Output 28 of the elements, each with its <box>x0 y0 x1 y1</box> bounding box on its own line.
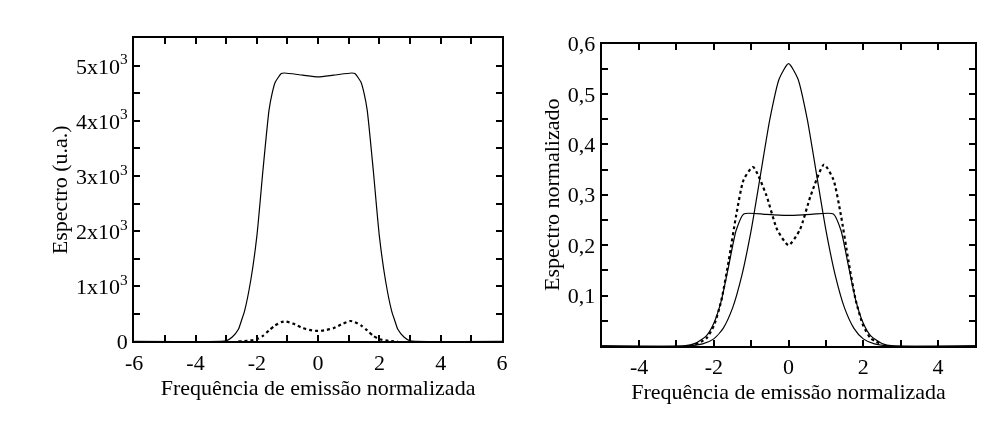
y-tick-label: 0,3 <box>567 182 596 208</box>
x-tick-label: -4 <box>186 349 205 375</box>
y-tick-label: 2x10$^{3}$ <box>76 215 129 244</box>
x-tick-label: 6 <box>496 349 508 375</box>
x-tick-label: 0 <box>783 354 795 380</box>
y-tick-label: 1x10$^{3}$ <box>76 270 129 299</box>
x-tick-label: 2 <box>373 349 385 375</box>
x-tick-label: -4 <box>629 354 649 380</box>
y-tick-label: 0,4 <box>567 132 596 158</box>
x-axis-title: Frequência de emissão normalizada <box>160 374 476 400</box>
y-tick-label: 4x10$^{3}$ <box>76 105 129 134</box>
x-tick-label: -2 <box>247 349 266 375</box>
x-tick-label: -2 <box>704 354 723 380</box>
x-tick-label: 2 <box>857 354 869 380</box>
x-tick-label: 4 <box>932 354 944 380</box>
y-axis-title: Espectro normalizado <box>539 98 565 291</box>
y-tick-label: 3x10$^{3}$ <box>76 160 129 189</box>
x-axis-title: Frequência de emissão normalizada <box>631 379 947 405</box>
y-tick-label: 0,1 <box>567 283 596 309</box>
y-axis-title: Espectro (u.a.) <box>47 125 73 255</box>
y-tick-label: 0,2 <box>567 232 596 258</box>
x-tick-label: 4 <box>435 349 447 375</box>
y-tick-label: 0,5 <box>567 81 596 107</box>
x-tick-label: -6 <box>125 349 144 375</box>
y-tick-label: 5x10$^{3}$ <box>76 50 129 79</box>
y-tick-label: 0,6 <box>567 31 596 57</box>
y-tick-label: 0 <box>116 329 128 355</box>
x-tick-label: 0 <box>312 349 324 375</box>
